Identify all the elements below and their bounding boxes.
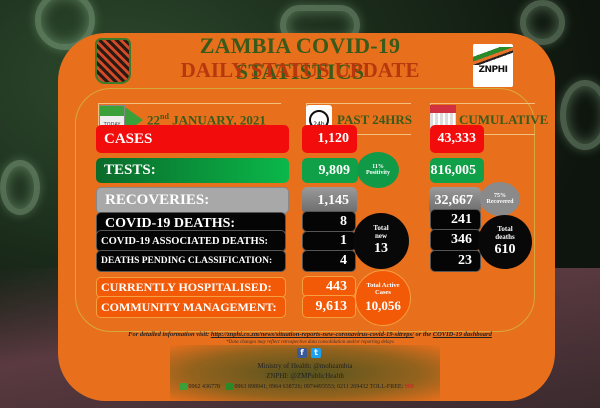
tests-past24-value: 9,809 — [302, 158, 358, 183]
hospitalised-value: 443 — [302, 276, 356, 297]
associated-deaths-cumulative-value: 346 — [430, 229, 481, 251]
znphi-bird-icon — [473, 47, 513, 65]
date-label: 22nd JANUARY, 2021 — [147, 111, 266, 128]
virus-decoration — [560, 80, 600, 150]
znphi-logo: ZNPHI — [473, 44, 513, 87]
page-subtitle: DAILY STATUS UPDATE — [180, 58, 420, 82]
twitter-icon[interactable]: t — [311, 348, 321, 358]
stats-frame — [75, 88, 535, 332]
pending-deaths-cumulative-value: 23 — [430, 250, 481, 272]
facebook-icon[interactable]: f — [297, 348, 307, 358]
date-header: TODAY 22nd JANUARY, 2021 — [99, 104, 266, 136]
pending-deaths-label: DEATHS PENDING CLASSIFICATION: — [96, 250, 286, 272]
cumulative-label: CUMULATIVE — [459, 112, 549, 127]
recoveries-past24-value: 1,145 — [302, 187, 357, 214]
community-management-value: 9,613 — [302, 295, 356, 318]
dashboard-link[interactable]: COVID-19 dashboard — [432, 331, 492, 338]
recovered-badge: 75% Recovered — [480, 182, 520, 216]
whatsapp-icon — [180, 383, 187, 390]
moh-handle: Ministry of Health: @mohzambia — [257, 362, 353, 370]
virus-decoration — [520, 0, 565, 45]
tollfree-number: 909 — [404, 383, 414, 390]
zambia-coat-of-arms-icon — [95, 38, 131, 84]
positivity-badge: 11% Positivity — [357, 152, 399, 188]
cases-cumulative-value: 43,333 — [430, 125, 484, 153]
cases-past24-value: 1,120 — [302, 125, 357, 153]
virus-decoration — [0, 160, 40, 215]
deaths-cumulative-value: 241 — [430, 209, 481, 231]
associated-deaths-past24-value: 1 — [302, 231, 356, 251]
virus-decoration — [35, 0, 95, 50]
disclaimer: *Data changes may reflect retrospective … — [226, 340, 394, 345]
tests-label: TESTS: — [96, 158, 289, 183]
phone-line: 0962 436778 0963 898941; 0964 638726; 09… — [180, 383, 540, 390]
cases-label: CASES — [96, 125, 289, 153]
deaths-past24-value: 8 — [302, 211, 356, 232]
page-title: ZAMBIA COVID-19 STATISTICS — [199, 33, 401, 84]
community-management-label: COMMUNITY MANAGEMENT: — [96, 296, 286, 318]
total-new-deaths-badge: Total new 13 — [353, 213, 409, 269]
info-line: For detailed information visit: http://z… — [128, 331, 492, 338]
tests-cumulative-value: 816,005 — [430, 158, 484, 183]
recoveries-label: RECOVERIES: — [96, 187, 289, 214]
total-deaths-badge: Total deaths 610 — [478, 215, 532, 269]
sitreps-link[interactable]: http://znphi.co.zm/news/situation-report… — [210, 331, 414, 338]
hospitalised-label: CURRENTLY HOSPITALISED: — [96, 277, 286, 298]
znphi-handle: ZNPHI: @ZMPublicHealth — [266, 372, 344, 380]
pending-deaths-past24-value: 4 — [302, 250, 356, 272]
phone-icon — [226, 383, 233, 390]
total-active-cases-badge: Total Active Cases 10,056 — [355, 270, 411, 326]
past24-label: PAST 24HRS — [337, 112, 413, 127]
associated-deaths-label: COVID-19 ASSOCIATED DEATHS: — [96, 230, 286, 252]
